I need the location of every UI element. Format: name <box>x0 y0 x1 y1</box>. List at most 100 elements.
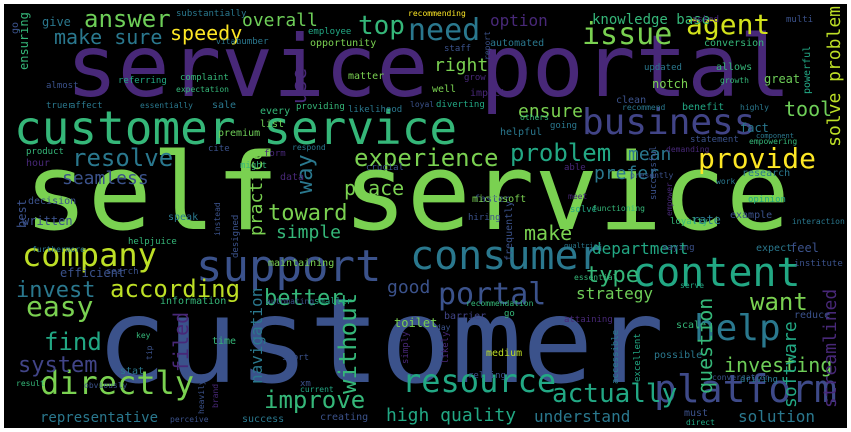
word-practice: practice <box>246 149 267 236</box>
word-recommend: recommend <box>622 103 666 112</box>
word-automated: automated <box>490 38 544 49</box>
word-staff: staff <box>444 44 471 54</box>
word-written: written <box>22 214 73 228</box>
word-presently: presently <box>630 171 674 180</box>
word-recommendation: recommendation <box>466 299 534 308</box>
word-successful: successful <box>649 146 659 200</box>
word-recommending: recommending <box>408 9 466 18</box>
word-powerful: powerful <box>802 46 813 94</box>
word-mean: mean <box>628 144 671 165</box>
word-search: search <box>106 267 139 277</box>
word-asked: asked <box>692 15 719 25</box>
word-matter: matter <box>348 71 384 82</box>
word-great: great <box>764 72 800 86</box>
word-navigation: navigation <box>247 288 266 384</box>
word-without: without <box>334 293 362 394</box>
word-solve-problem: solve problem <box>824 6 845 147</box>
word-empowering: empowering <box>749 137 797 146</box>
word-sale: sale <box>212 100 236 111</box>
word-strategy: strategy <box>576 284 653 303</box>
word-solution: solution <box>738 407 815 426</box>
word-highly: highly <box>740 103 769 112</box>
word-must: must <box>684 408 708 419</box>
word-option: option <box>490 11 548 30</box>
word-automating: automating <box>266 297 314 306</box>
word-tip: tip <box>145 345 154 360</box>
word-resolve: resolve <box>72 144 173 172</box>
word-type: type <box>586 263 639 288</box>
word-meet: meet <box>568 192 587 201</box>
word-better: better <box>264 286 343 311</box>
word-problem: problem <box>510 139 611 167</box>
word-substantially: substantially <box>176 9 247 19</box>
word-cite: cite <box>208 144 230 154</box>
word-improve: improve <box>264 386 365 414</box>
word-overall: overall <box>242 10 318 31</box>
word-attaining: attaining <box>564 315 613 325</box>
word-impact: impact <box>470 88 506 99</box>
word-simply: simply <box>401 331 411 364</box>
word-business: business <box>582 102 755 143</box>
word-question: question <box>693 298 717 394</box>
word-efficient: efficient <box>60 266 125 280</box>
word-right: right <box>434 55 488 76</box>
word-easy: easy <box>26 290 93 323</box>
word-possible: possible <box>654 350 702 361</box>
word-agent: agent <box>686 8 770 41</box>
word-every: every <box>260 106 290 117</box>
word-representative: representative <box>40 410 158 426</box>
word-day: day <box>436 323 451 332</box>
word-speak: speak <box>168 212 198 223</box>
word-ensure: ensure <box>518 101 583 122</box>
word-fact: fact <box>740 121 769 135</box>
word-clean: clean <box>616 95 646 106</box>
word-driving: driving <box>740 375 778 385</box>
word-information: information <box>160 296 226 307</box>
word-relying: relying <box>468 371 506 381</box>
word-direct: direct <box>686 418 715 427</box>
word-product: product <box>26 147 64 157</box>
word-answer: answer <box>84 5 171 33</box>
word-cloud: self service customer service portal custom… <box>4 4 847 428</box>
word-go: go <box>10 22 21 34</box>
word-way: way <box>293 154 318 194</box>
word-solve: solve <box>570 205 597 215</box>
word-find: find <box>44 328 102 356</box>
word-list: list <box>260 119 284 130</box>
word-toward: toward <box>268 201 347 226</box>
word-perceive: perceive <box>170 415 209 424</box>
word-consumer: consumer <box>410 233 603 279</box>
word-company: company <box>22 236 157 274</box>
word-maintaining: maintaining <box>268 258 334 269</box>
word-make-sure: make sure <box>54 25 162 49</box>
word-grow: grow <box>464 73 486 83</box>
word-likelihood: likelihood <box>348 105 402 115</box>
word-might: might <box>240 161 267 171</box>
word-benefit: benefit <box>682 102 724 113</box>
word-resource: resource <box>402 362 556 400</box>
word-success: success <box>242 414 284 425</box>
word-need: need <box>408 13 480 48</box>
word-respond: respond <box>292 143 326 152</box>
word-expect: expect <box>756 243 792 254</box>
word-content: content <box>632 250 801 296</box>
word-customer-service: customer service <box>14 101 457 155</box>
word-hour: hour <box>26 158 50 169</box>
word-according: according <box>110 275 240 303</box>
word-report: report <box>483 31 492 60</box>
word-software: software <box>780 321 801 408</box>
word-referring: referring <box>118 76 167 86</box>
word-tool: tool <box>784 97 832 121</box>
word-heavily: heavily <box>197 380 206 414</box>
word-understand: understand <box>534 407 630 426</box>
word-data: data <box>280 172 304 183</box>
word-cloud-canvas: self service customer service portalcustom… <box>10 5 845 427</box>
word-interaction: interaction <box>792 217 845 226</box>
word-helpful: helpful <box>500 127 542 138</box>
word-scale: scale <box>676 320 706 331</box>
word-provide: provide <box>698 142 816 175</box>
word-almost: almost <box>46 81 79 91</box>
word-filed: filed <box>169 312 193 372</box>
word-going: going <box>550 121 577 131</box>
word-good: good <box>387 277 430 298</box>
